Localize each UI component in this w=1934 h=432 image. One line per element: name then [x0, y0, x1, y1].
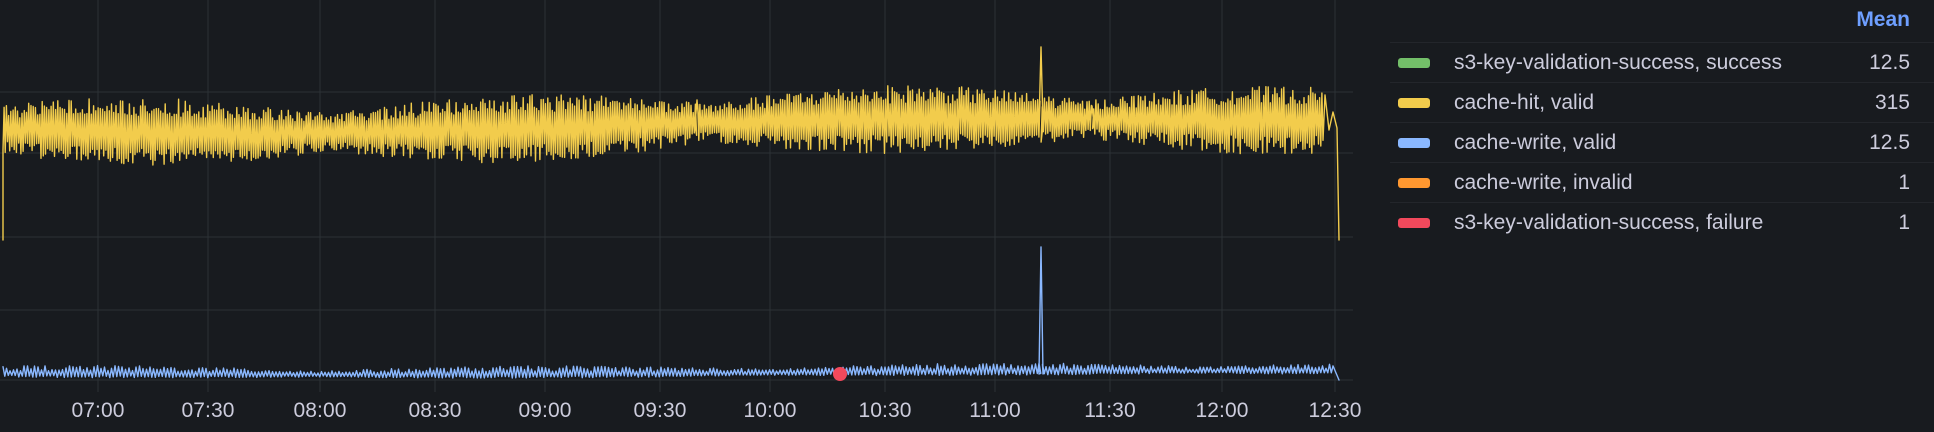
legend-mean-value: 12.5 [1820, 42, 1934, 83]
legend-swatch-cell[interactable] [1390, 82, 1454, 123]
legend-series-label[interactable]: cache-write, valid [1454, 122, 1820, 163]
legend-row[interactable]: cache-hit, valid 315 [1390, 82, 1934, 123]
series-color-swatch-icon[interactable] [1398, 217, 1430, 228]
legend-row[interactable]: cache-write, valid 12.5 [1390, 122, 1934, 163]
grid-lines [0, 0, 1353, 392]
legend-series-label[interactable]: s3-key-validation-success, failure [1454, 202, 1820, 242]
legend[interactable]: Mean s3-key-validation-success, success 1… [1382, 0, 1934, 432]
legend-series-label[interactable]: cache-write, invalid [1454, 162, 1820, 203]
x-tick-label: 12:30 [1308, 399, 1362, 422]
series-line-cache-hit-valid [2, 46, 1340, 241]
legend-mean-value: 1 [1820, 162, 1934, 203]
x-tick-label: 10:00 [743, 399, 797, 422]
x-tick-label: 09:30 [633, 399, 687, 422]
legend-mean-value: 1 [1820, 202, 1934, 242]
plot-area[interactable]: 07:00 07:30 08:00 08:30 09:00 09:30 10:00 10:30… [0, 0, 1382, 432]
legend-body: s3-key-validation-success, success 12.5 ca… [1390, 42, 1934, 242]
x-tick-label: 07:30 [181, 399, 235, 422]
x-tick-label: 08:30 [408, 399, 462, 422]
series-color-swatch-icon[interactable] [1398, 137, 1430, 148]
legend-mean-value: 315 [1820, 82, 1934, 123]
series-color-swatch-icon[interactable] [1398, 97, 1430, 108]
x-tick-label: 08:00 [293, 399, 347, 422]
x-tick-label: 11:00 [969, 399, 1021, 422]
plot-canvas[interactable] [0, 0, 1382, 392]
legend-header: Mean [1390, 0, 1934, 43]
series-line-cache-write-valid [2, 246, 1340, 381]
legend-swatch-cell[interactable] [1390, 162, 1454, 203]
legend-row[interactable]: s3-key-validation-success, failure 1 [1390, 202, 1934, 242]
legend-swatch-cell[interactable] [1390, 42, 1454, 83]
legend-header-mean[interactable]: Mean [1856, 8, 1910, 31]
x-tick-label: 07:00 [71, 399, 125, 422]
legend-row[interactable]: s3-key-validation-success, success 12.5 [1390, 42, 1934, 83]
legend-mean-value: 12.5 [1820, 122, 1934, 163]
annotation-marker-icon[interactable] [833, 367, 847, 381]
legend-header-series [1454, 0, 1820, 43]
legend-header-swatch-spacer [1390, 0, 1454, 43]
legend-row[interactable]: cache-write, invalid 1 [1390, 162, 1934, 203]
chart-svg [0, 0, 1353, 392]
x-tick-label: 12:00 [1195, 399, 1249, 422]
x-tick-label: 11:30 [1084, 399, 1136, 422]
legend-series-label[interactable]: cache-hit, valid [1454, 82, 1820, 123]
legend-header-row: Mean [1390, 0, 1934, 43]
x-tick-label: 10:30 [858, 399, 912, 422]
legend-swatch-cell[interactable] [1390, 202, 1454, 242]
legend-table: Mean s3-key-validation-success, success 1… [1390, 0, 1934, 242]
x-tick-label: 09:00 [518, 399, 572, 422]
x-axis: 07:00 07:30 08:00 08:30 09:00 09:30 10:00 10:30… [0, 392, 1382, 432]
series-color-swatch-icon[interactable] [1398, 177, 1430, 188]
series-color-swatch-icon[interactable] [1398, 57, 1430, 68]
legend-series-label[interactable]: s3-key-validation-success, success [1454, 42, 1820, 83]
legend-swatch-cell[interactable] [1390, 122, 1454, 163]
